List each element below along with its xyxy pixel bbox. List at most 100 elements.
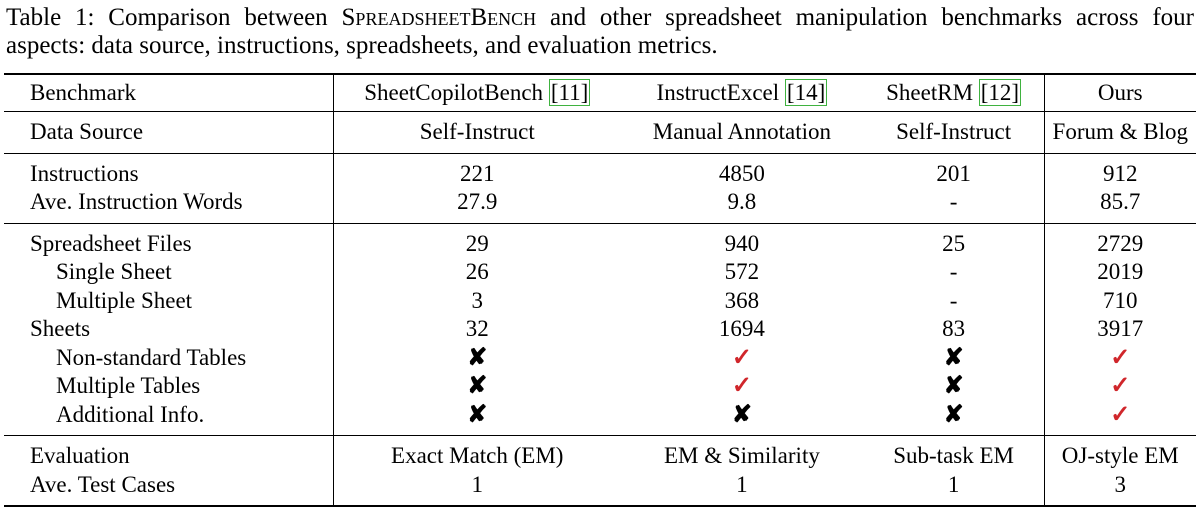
table-cell: Self-Instruct bbox=[863, 111, 1045, 153]
row-label: Non-standard Tables bbox=[4, 343, 335, 372]
check-mark: ✓ bbox=[1110, 373, 1131, 399]
header-cell: SheetRM [12] bbox=[863, 74, 1045, 112]
table-cell: Self-Instruct bbox=[419, 119, 535, 144]
table-cell: 710 bbox=[1103, 287, 1138, 313]
table-row: Multiple Tables ✘ ✓ ✘ ✓ bbox=[4, 372, 1196, 401]
table-cell: ✘ bbox=[334, 372, 620, 401]
table-cell: 32 bbox=[465, 316, 489, 341]
table-row: Evaluation Exact Match (EM) EM & Similarit… bbox=[4, 435, 1196, 471]
table-cell: 1 bbox=[736, 471, 748, 497]
check-mark: ✘ bbox=[467, 401, 488, 428]
check-mark: ✘ bbox=[467, 373, 488, 399]
row-label: Single Sheet bbox=[4, 258, 335, 287]
table-row: Additional Info. ✘ ✘ ✘ ✓ bbox=[4, 400, 1196, 436]
table-cell: ✓ bbox=[1044, 372, 1196, 401]
citation: [11] bbox=[548, 79, 591, 106]
table-row: Ave. Instruction Words 27.9 9.8 - 85.7 bbox=[4, 188, 1196, 223]
table-cell: 2729 bbox=[1097, 230, 1144, 256]
caption-name: SpreadsheetBench bbox=[341, 4, 537, 31]
table-cell: 26 bbox=[465, 259, 489, 284]
table-cell: ✘ bbox=[863, 343, 1045, 372]
table-row: Single Sheet 26 572 - 2019 bbox=[4, 258, 1196, 287]
table-cell: ✓ bbox=[1044, 344, 1196, 373]
table-cell: - bbox=[863, 188, 1045, 223]
comparison-table: Benchmark SheetCopilotBench [11] InstructE… bbox=[4, 73, 1196, 507]
table-cell: 572 bbox=[724, 259, 760, 284]
row-group: Spreadsheet Files 29 940 25 2729 Single Sheet… bbox=[4, 223, 1196, 436]
table-cell: 1694 bbox=[718, 316, 765, 341]
row-group: Evaluation Exact Match (EM) EM & Similarit… bbox=[4, 435, 1196, 506]
row-group: Instructions 221 4850 201 912 Ave. Instructio… bbox=[4, 153, 1196, 223]
table-cell: - bbox=[863, 258, 1045, 287]
header-text: Ours bbox=[1097, 80, 1143, 105]
header-text: SheetCopilotBench bbox=[364, 80, 544, 105]
table-cell: ✘ bbox=[863, 400, 1045, 436]
check-mark: ✘ bbox=[731, 401, 752, 428]
row-label: Ave. Instruction Words bbox=[4, 188, 335, 223]
header-cell: SheetCopilotBench [11] bbox=[334, 74, 620, 112]
table-cell: - bbox=[863, 286, 1045, 315]
table-cell: 221 bbox=[459, 160, 495, 186]
row-label: Multiple Sheet bbox=[4, 286, 335, 315]
table-row: Multiple Sheet 3 368 - 710 bbox=[4, 286, 1196, 315]
table-row: Non-standard Tables ✘ ✓ ✘ ✓ bbox=[4, 343, 1196, 373]
table-cell: EM & Similarity bbox=[663, 443, 820, 468]
row-label: Data Source bbox=[4, 111, 335, 153]
table-row: Ave. Test Cases 1 1 1 3 bbox=[4, 470, 1196, 506]
table-cell: ✘ bbox=[620, 401, 864, 436]
row-label: Sheets bbox=[4, 315, 335, 344]
table-cell: 25 bbox=[863, 223, 1045, 258]
table-cell: ✘ bbox=[334, 401, 620, 436]
table-cell: OJ-style EM bbox=[1061, 443, 1179, 468]
table-row: Spreadsheet Files 29 940 25 2729 bbox=[4, 223, 1196, 258]
check-mark: ✓ bbox=[731, 373, 752, 399]
row-label: Evaluation bbox=[4, 435, 335, 471]
row-label: Instructions bbox=[4, 153, 335, 188]
table-cell: 4850 bbox=[718, 160, 765, 186]
citation: [14] bbox=[784, 79, 828, 106]
caption-text: and other spreadsheet manipulation bench… bbox=[6, 4, 1194, 59]
check-mark: ✓ bbox=[731, 344, 752, 371]
table-cell: 3917 bbox=[1097, 316, 1144, 341]
table-header: Benchmark SheetCopilotBench [11] InstructE… bbox=[4, 74, 1196, 112]
table-cell: ✓ bbox=[620, 372, 864, 401]
check-mark: ✓ bbox=[1110, 344, 1131, 371]
table-cell: Forum & Blog bbox=[1052, 119, 1188, 144]
header-text: SheetRM bbox=[886, 80, 974, 105]
check-mark: ✘ bbox=[943, 401, 964, 428]
check-mark: ✘ bbox=[943, 344, 964, 371]
header-cell: Ours bbox=[1044, 74, 1196, 112]
table-cell: Sub-task EM bbox=[863, 435, 1045, 471]
header-cell: InstructExcel [14] bbox=[620, 74, 864, 112]
table-row: Data Source Self-Instruct Manual Annotatio… bbox=[4, 111, 1196, 153]
table-cell: 940 bbox=[724, 230, 760, 256]
table-cell: 912 bbox=[1103, 160, 1138, 186]
header-row: Benchmark SheetCopilotBench [11] InstructE… bbox=[4, 74, 1196, 112]
row-label: Spreadsheet Files bbox=[4, 223, 335, 258]
table-cell: ✓ bbox=[1044, 401, 1196, 436]
header-text: InstructExcel bbox=[656, 80, 780, 105]
table-cell: 3 bbox=[1114, 471, 1127, 497]
header-cell: Benchmark bbox=[4, 74, 335, 112]
citation: [12] bbox=[978, 79, 1022, 106]
table-cell: 83 bbox=[863, 315, 1045, 344]
row-label: Additional Info. bbox=[4, 400, 335, 436]
table-cell: ✘ bbox=[334, 344, 620, 373]
table-cell: 9.8 bbox=[727, 189, 757, 214]
row-label: Ave. Test Cases bbox=[4, 470, 335, 506]
table-cell: 1 bbox=[471, 471, 483, 497]
header-text: Benchmark bbox=[30, 80, 137, 105]
table-cell: 2019 bbox=[1097, 259, 1144, 284]
table-cell: 29 bbox=[465, 230, 489, 256]
table-row: Instructions 221 4850 201 912 bbox=[4, 153, 1196, 188]
table-cell: Manual Annotation bbox=[652, 119, 831, 144]
table-cell: 201 bbox=[863, 153, 1045, 188]
table-row: Sheets 32 1694 83 3917 bbox=[4, 315, 1196, 344]
table-cell: ✘ bbox=[863, 372, 1045, 401]
check-mark: ✓ bbox=[1110, 401, 1131, 428]
table-cell: 27.9 bbox=[457, 189, 498, 214]
table-cell: ✓ bbox=[620, 344, 864, 373]
check-mark: ✘ bbox=[943, 373, 964, 399]
table-cell: 1 bbox=[863, 470, 1045, 506]
